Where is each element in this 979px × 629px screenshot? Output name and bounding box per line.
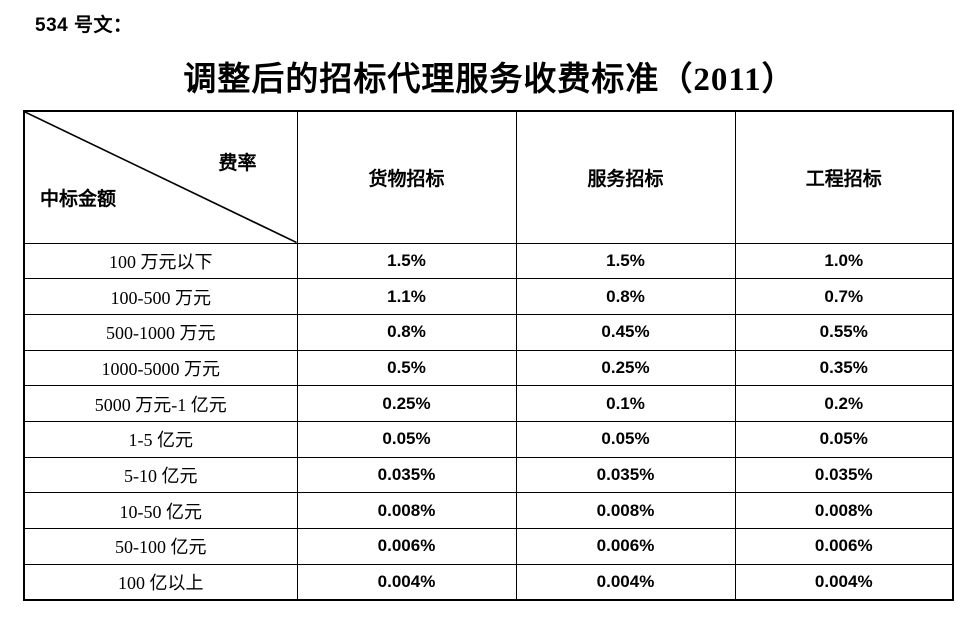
column-header-goods: 货物招标 — [296, 110, 517, 244]
amount-tier-cell: 1-5 亿元 — [23, 420, 298, 458]
amount-tier-cell: 100-500 万元 — [23, 278, 298, 315]
rate-cell: 0.05% — [734, 420, 954, 458]
rate-cell: 0.004% — [515, 563, 736, 601]
rate-cell: 0.006% — [734, 528, 954, 565]
rate-cell: 1.5% — [296, 242, 517, 280]
amount-tier-cell: 1000-5000 万元 — [23, 349, 298, 387]
amount-tier-cell: 5-10 亿元 — [23, 456, 298, 494]
rate-cell: 0.008% — [296, 492, 517, 529]
rate-cell: 0.006% — [515, 528, 736, 565]
rate-cell: 0.008% — [734, 492, 954, 529]
rate-cell: 0.006% — [296, 528, 517, 565]
rate-cell: 0.035% — [734, 456, 954, 494]
table-header-row: 费率 中标金额 货物招标 服务招标 工程招标 — [23, 110, 954, 244]
table-row: 5000 万元-1 亿元 0.25% 0.1% 0.2% — [23, 385, 954, 422]
rate-cell: 0.35% — [734, 349, 954, 387]
rate-cell: 1.0% — [734, 242, 954, 280]
amount-tier-cell: 50-100 亿元 — [23, 528, 298, 565]
rate-cell: 0.004% — [296, 563, 517, 601]
rate-cell: 0.05% — [296, 420, 517, 458]
rate-cell: 0.8% — [515, 278, 736, 315]
rate-cell: 0.8% — [296, 313, 517, 351]
table-row: 10-50 亿元 0.008% 0.008% 0.008% — [23, 492, 954, 529]
rate-cell: 1.5% — [515, 242, 736, 280]
column-header-engineering: 工程招标 — [734, 110, 954, 244]
fee-rate-table: 费率 中标金额 货物招标 服务招标 工程招标 100 万元以下 1.5% 1.5… — [23, 110, 954, 601]
table-row: 100 亿以上 0.004% 0.004% 0.004% — [23, 563, 954, 601]
rate-cell: 1.1% — [296, 278, 517, 315]
amount-tier-cell: 10-50 亿元 — [23, 492, 298, 529]
table-row: 500-1000 万元 0.8% 0.45% 0.55% — [23, 313, 954, 351]
rate-cell: 0.2% — [734, 385, 954, 422]
rate-cell: 0.5% — [296, 349, 517, 387]
rate-cell: 0.035% — [515, 456, 736, 494]
diagonal-divider-line — [25, 112, 296, 242]
rate-cell: 0.008% — [515, 492, 736, 529]
amount-tier-cell: 100 亿以上 — [23, 563, 298, 601]
rate-cell: 0.004% — [734, 563, 954, 601]
table-row: 100 万元以下 1.5% 1.5% 1.0% — [23, 242, 954, 280]
table-row: 50-100 亿元 0.006% 0.006% 0.006% — [23, 528, 954, 565]
amount-tier-cell: 100 万元以下 — [23, 242, 298, 280]
rate-cell: 0.05% — [515, 420, 736, 458]
table-row: 5-10 亿元 0.035% 0.035% 0.035% — [23, 456, 954, 494]
table-row: 100-500 万元 1.1% 0.8% 0.7% — [23, 278, 954, 315]
rate-cell: 0.45% — [515, 313, 736, 351]
amount-tier-cell: 500-1000 万元 — [23, 313, 298, 351]
table-row: 1000-5000 万元 0.5% 0.25% 0.35% — [23, 349, 954, 387]
table-row: 1-5 亿元 0.05% 0.05% 0.05% — [23, 420, 954, 458]
corner-label-amount: 中标金额 — [40, 188, 117, 210]
rate-cell: 0.55% — [734, 313, 954, 351]
corner-header-cell: 费率 中标金额 — [23, 110, 298, 244]
rate-cell: 0.25% — [296, 385, 517, 422]
rate-cell: 0.25% — [515, 349, 736, 387]
corner-label-rate: 费率 — [218, 153, 257, 174]
column-header-services: 服务招标 — [515, 110, 736, 244]
rate-cell: 0.035% — [296, 456, 517, 494]
rate-cell: 0.1% — [515, 385, 736, 422]
page-title: 调整后的招标代理服务收费标准（2011） — [183, 62, 796, 98]
amount-tier-cell: 5000 万元-1 亿元 — [23, 385, 298, 422]
doc-number-label: 534 号文： — [35, 15, 133, 36]
rate-cell: 0.7% — [734, 278, 954, 315]
